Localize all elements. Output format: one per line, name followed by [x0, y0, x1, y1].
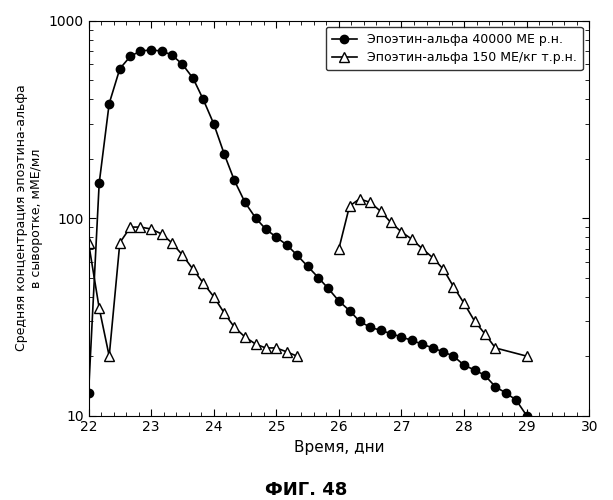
Эпоэтин-альфа 150 МЕ/кг т.р.н. [105, 353, 113, 359]
Text: ФИГ. 48: ФИГ. 48 [265, 481, 348, 499]
Эпоэтин-альфа 40000 МЕ р.н. [116, 66, 123, 71]
Эпоэтин-альфа 150 МЕ/кг т.р.н. [230, 324, 238, 330]
Эпоэтин-альфа 40000 МЕ р.н. [346, 308, 353, 314]
Эпоэтин-альфа 40000 МЕ р.н. [387, 330, 395, 336]
Эпоэтин-альфа 40000 МЕ р.н. [230, 178, 238, 184]
Эпоэтин-альфа 150 МЕ/кг т.р.н. [137, 224, 144, 230]
X-axis label: Время, дни: Время, дни [294, 440, 384, 455]
Эпоэтин-альфа 40000 МЕ р.н. [262, 226, 269, 232]
Эпоэтин-альфа 40000 МЕ р.н. [502, 390, 509, 396]
Эпоэтин-альфа 150 МЕ/кг т.р.н. [158, 231, 166, 237]
Эпоэтин-альфа 150 МЕ/кг т.р.н. [168, 240, 175, 246]
Эпоэтин-альфа 40000 МЕ р.н. [460, 362, 468, 368]
Эпоэтин-альфа 40000 МЕ р.н. [324, 286, 332, 292]
Эпоэтин-альфа 40000 МЕ р.н. [283, 242, 291, 248]
Эпоэтин-альфа 150 МЕ/кг т.р.н. [199, 280, 207, 286]
Эпоэтин-альфа 150 МЕ/кг т.р.н. [96, 305, 103, 311]
Эпоэтин-альфа 40000 МЕ р.н. [242, 200, 249, 205]
Эпоэтин-альфа 40000 МЕ р.н. [210, 121, 218, 127]
Эпоэтин-альфа 150 МЕ/кг т.р.н. [148, 226, 155, 232]
Эпоэтин-альфа 40000 МЕ р.н. [440, 349, 447, 355]
Эпоэтин-альфа 40000 МЕ р.н. [179, 62, 186, 68]
Эпоэтин-альфа 40000 МЕ р.н. [450, 353, 457, 359]
Эпоэтин-альфа 40000 МЕ р.н. [252, 215, 259, 221]
Эпоэтин-альфа 40000 МЕ р.н. [105, 100, 113, 106]
Эпоэтин-альфа 40000 МЕ р.н. [398, 334, 405, 340]
Эпоэтин-альфа 40000 МЕ р.н. [85, 390, 92, 396]
Эпоэтин-альфа 150 МЕ/кг т.р.н. [262, 345, 269, 351]
Эпоэтин-альфа 40000 МЕ р.н. [471, 367, 478, 373]
Эпоэтин-альфа 40000 МЕ р.н. [304, 264, 311, 270]
Эпоэтин-альфа 40000 МЕ р.н. [168, 52, 175, 58]
Эпоэтин-альфа 150 МЕ/кг т.р.н. [210, 294, 218, 300]
Эпоэтин-альфа 40000 МЕ р.н. [293, 252, 300, 258]
Эпоэтин-альфа 40000 МЕ р.н. [512, 397, 520, 403]
Эпоэтин-альфа 40000 МЕ р.н. [377, 328, 384, 334]
Эпоэтин-альфа 40000 МЕ р.н. [148, 47, 155, 53]
Эпоэтин-альфа 150 МЕ/кг т.р.н. [127, 224, 134, 230]
Эпоэтин-альфа 150 МЕ/кг т.р.н. [242, 334, 249, 340]
Эпоэтин-альфа 40000 МЕ р.н. [273, 234, 280, 240]
Эпоэтин-альфа 40000 МЕ р.н. [335, 298, 343, 304]
Эпоэтин-альфа 40000 МЕ р.н. [127, 53, 134, 59]
Эпоэтин-альфа 40000 МЕ р.н. [158, 48, 166, 54]
Эпоэтин-альфа 150 МЕ/кг т.р.н. [85, 240, 92, 246]
Эпоэтин-альфа 40000 МЕ р.н. [314, 274, 322, 280]
Эпоэтин-альфа 40000 МЕ р.н. [189, 76, 197, 82]
Эпоэтин-альфа 150 МЕ/кг т.р.н. [283, 349, 291, 355]
Y-axis label: Средняя концентрация эпоэтина-альфа
в сыворотке, мМЕ/мл: Средняя концентрация эпоэтина-альфа в сы… [15, 84, 43, 351]
Line: Эпоэтин-альфа 40000 МЕ р.н.: Эпоэтин-альфа 40000 МЕ р.н. [85, 46, 531, 420]
Эпоэтин-альфа 40000 МЕ р.н. [221, 152, 228, 158]
Эпоэтин-альфа 40000 МЕ р.н. [492, 384, 499, 390]
Эпоэтин-альфа 40000 МЕ р.н. [356, 318, 364, 324]
Эпоэтин-альфа 150 МЕ/кг т.р.н. [116, 240, 123, 246]
Эпоэтин-альфа 40000 МЕ р.н. [523, 412, 530, 418]
Эпоэтин-альфа 40000 МЕ р.н. [367, 324, 374, 330]
Эпоэтин-альфа 150 МЕ/кг т.р.н. [179, 252, 186, 258]
Эпоэтин-альфа 40000 МЕ р.н. [137, 48, 144, 54]
Line: Эпоэтин-альфа 150 МЕ/кг т.р.н.: Эпоэтин-альфа 150 МЕ/кг т.р.н. [84, 222, 302, 361]
Legend: Эпоэтин-альфа 40000 МЕ р.н., Эпоэтин-альфа 150 МЕ/кг т.р.н.: Эпоэтин-альфа 40000 МЕ р.н., Эпоэтин-аль… [326, 26, 583, 70]
Эпоэтин-альфа 150 МЕ/кг т.р.н. [189, 266, 197, 272]
Эпоэтин-альфа 150 МЕ/кг т.р.н. [273, 345, 280, 351]
Эпоэтин-альфа 40000 МЕ р.н. [429, 345, 436, 351]
Эпоэтин-альфа 40000 МЕ р.н. [481, 372, 489, 378]
Эпоэтин-альфа 40000 МЕ р.н. [419, 341, 426, 347]
Эпоэтин-альфа 40000 МЕ р.н. [408, 338, 416, 344]
Эпоэтин-альфа 150 МЕ/кг т.р.н. [221, 310, 228, 316]
Эпоэтин-альфа 150 МЕ/кг т.р.н. [293, 353, 300, 359]
Эпоэтин-альфа 40000 МЕ р.н. [96, 180, 103, 186]
Эпоэтин-альфа 40000 МЕ р.н. [199, 96, 207, 102]
Эпоэтин-альфа 150 МЕ/кг т.р.н. [252, 341, 259, 347]
